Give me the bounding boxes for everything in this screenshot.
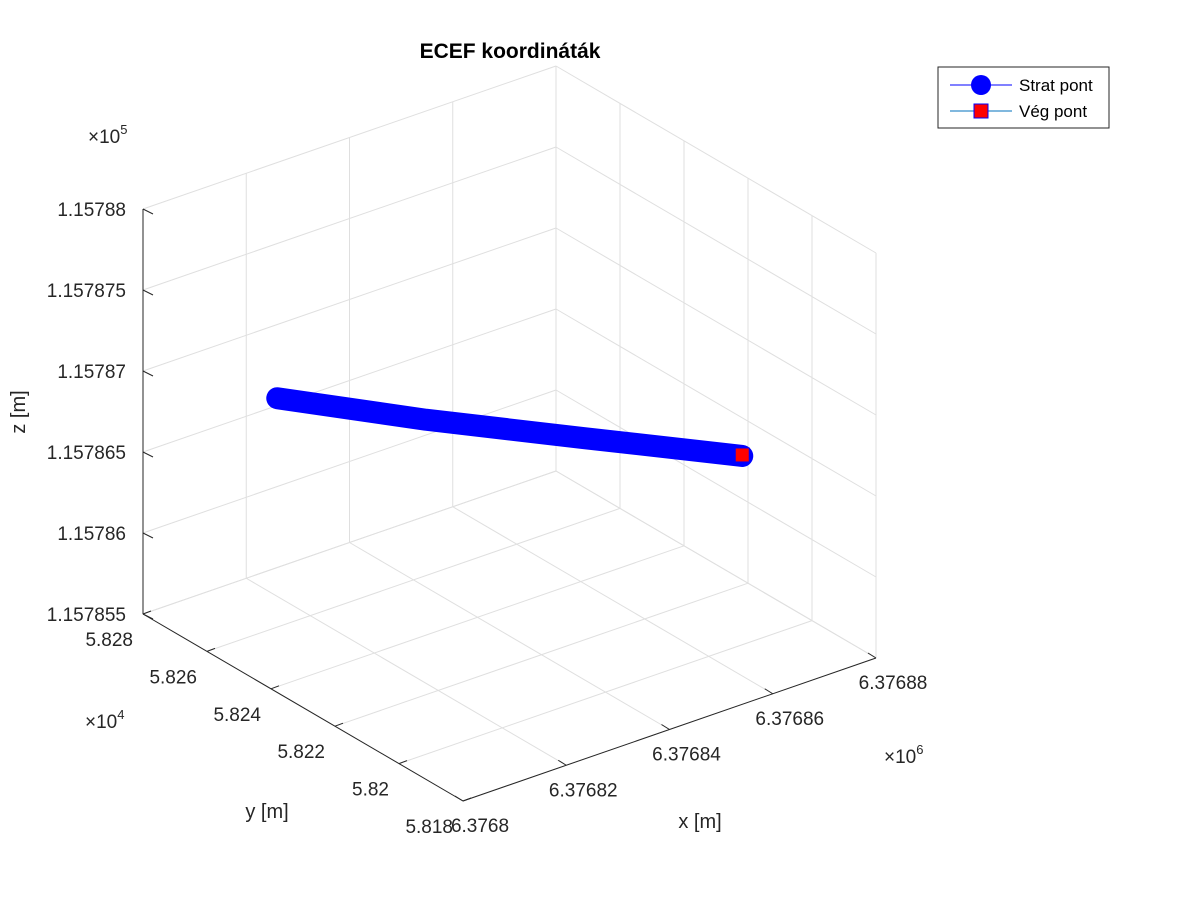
grid-line-backy-z bbox=[142, 65, 557, 210]
z-multiplier-base: ×10 bbox=[88, 127, 120, 148]
y-tick-mark bbox=[334, 722, 344, 727]
grid-line-floor-x bbox=[452, 506, 774, 695]
grid-line-backx-z bbox=[555, 65, 877, 254]
z-tick-label: 1.157855 bbox=[47, 605, 126, 626]
z-tick-label: 1.15787 bbox=[57, 362, 126, 383]
grid-line-floor-y bbox=[206, 507, 621, 652]
z-tick-mark bbox=[142, 208, 154, 215]
svg-text:×105: ×105 bbox=[88, 122, 127, 148]
y-tick-mark bbox=[206, 647, 216, 652]
x-tick-mark bbox=[557, 759, 567, 766]
y-multiplier-base: ×10 bbox=[85, 712, 117, 733]
svg-text:×104: ×104 bbox=[85, 707, 124, 733]
grid-line-backx-z bbox=[555, 227, 877, 416]
x-tick-label: 6.37682 bbox=[549, 780, 618, 801]
grid-line-backy-z bbox=[142, 227, 557, 372]
legend-marker-veg bbox=[973, 103, 989, 119]
grid-line-backy-z bbox=[142, 470, 557, 615]
x-multiplier-base: ×10 bbox=[884, 747, 916, 768]
y-tick-label: 5.826 bbox=[149, 667, 197, 688]
x-tick-label: 6.3768 bbox=[451, 816, 509, 837]
grid-line-backx-z bbox=[555, 308, 877, 497]
legend-label-strat: Strat pont bbox=[1019, 76, 1093, 95]
y-tick-label: 5.818 bbox=[405, 817, 453, 838]
x-tick-label: 6.37686 bbox=[755, 709, 824, 730]
grid-line-backy-z bbox=[142, 146, 557, 291]
x-multiplier: ×106 bbox=[884, 742, 923, 768]
z-axis-label: z [m] bbox=[8, 390, 30, 433]
grid-line-backx-z bbox=[555, 146, 877, 335]
grid-line-floor-y bbox=[334, 582, 749, 727]
y-axis-line bbox=[142, 613, 464, 802]
grid-line-backx-z bbox=[555, 470, 877, 659]
x-tick-mark bbox=[764, 688, 774, 695]
legend-label-veg: Vég pont bbox=[1019, 102, 1087, 121]
y-multiplier: ×104 bbox=[85, 707, 124, 733]
axis-lines bbox=[142, 208, 877, 802]
y-tick-mark bbox=[398, 760, 408, 765]
x-axis-label: x [m] bbox=[678, 811, 721, 833]
start-point-marker bbox=[266, 387, 288, 409]
y-tick-label: 5.828 bbox=[85, 630, 133, 651]
z-tick-label: 1.157875 bbox=[47, 281, 126, 302]
y-multiplier-exponent: 4 bbox=[117, 707, 124, 722]
grid-line-floor-y bbox=[398, 620, 813, 765]
x-tick-mark bbox=[867, 652, 877, 659]
legend-marker-strat bbox=[971, 75, 991, 95]
z-tick-mark bbox=[142, 532, 154, 539]
start-point-marker bbox=[415, 409, 437, 431]
z-tick-mark bbox=[142, 370, 154, 377]
legend[interactable]: Strat pont Vég pont bbox=[937, 66, 1110, 129]
data-layer bbox=[266, 387, 754, 467]
x-tick-label: 6.37684 bbox=[652, 745, 721, 766]
grid-line-floor-y bbox=[270, 545, 685, 690]
grid-line-floor-x bbox=[245, 577, 567, 766]
svg-text:×106: ×106 bbox=[884, 742, 923, 768]
x-tick-label: 6.37688 bbox=[859, 673, 928, 694]
grid-line-backy-z bbox=[142, 389, 557, 534]
z-multiplier-exponent: 5 bbox=[120, 122, 127, 137]
start-point-marker bbox=[572, 427, 594, 449]
z-tick-label: 1.15786 bbox=[57, 524, 126, 545]
z-tick-mark bbox=[142, 613, 154, 620]
grid-line-backx-z bbox=[555, 389, 877, 578]
tick-labels: 6.3768 6.37682 6.37684 6.37686 6.37688 5.818 5… bbox=[47, 200, 928, 838]
trajectory-line bbox=[266, 387, 754, 467]
chart-title: ECEF koordináták bbox=[420, 40, 601, 63]
y-tick-label: 5.822 bbox=[277, 742, 325, 763]
grid-line-backy-z bbox=[142, 308, 557, 453]
z-tick-mark bbox=[142, 451, 154, 458]
y-tick-label: 5.824 bbox=[213, 705, 261, 726]
x-tick-mark bbox=[661, 724, 670, 730]
z-tick-mark bbox=[142, 289, 154, 296]
y-tick-label: 5.82 bbox=[352, 780, 389, 801]
x-multiplier-exponent: 6 bbox=[916, 742, 923, 757]
grid-lines bbox=[142, 65, 877, 802]
z-tick-label: 1.157865 bbox=[47, 443, 126, 464]
y-tick-mark bbox=[462, 797, 472, 802]
y-tick-mark bbox=[270, 685, 280, 690]
legend-box bbox=[937, 66, 1110, 129]
z-multiplier: ×105 bbox=[88, 122, 127, 148]
z-tick-label: 1.15788 bbox=[57, 200, 126, 221]
end-point-marker bbox=[734, 447, 750, 463]
x-tick-mark bbox=[454, 795, 464, 802]
y-axis-label: y [m] bbox=[245, 801, 288, 823]
grid-line-floor-x bbox=[349, 542, 670, 730]
y-tick-mark bbox=[142, 610, 152, 615]
